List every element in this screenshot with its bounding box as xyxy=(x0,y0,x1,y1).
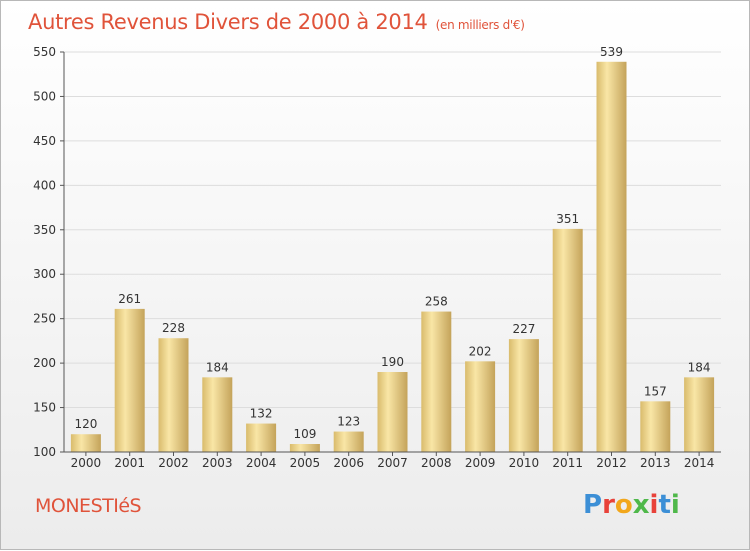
data-label-2002: 228 xyxy=(162,321,185,335)
bar-2007 xyxy=(377,372,408,452)
bar-2004 xyxy=(246,423,277,452)
y-tick-label: 150 xyxy=(33,401,56,415)
x-tick-label-2005: 2005 xyxy=(290,456,321,470)
x-tick-label-2011: 2011 xyxy=(552,456,583,470)
x-tick-label-2013: 2013 xyxy=(640,456,671,470)
bar-2002 xyxy=(158,338,189,452)
bar-2008 xyxy=(421,311,452,452)
bar-2009 xyxy=(465,361,496,452)
y-tick-label: 550 xyxy=(33,45,56,59)
x-tick-label-2003: 2003 xyxy=(202,456,233,470)
y-tick-label: 400 xyxy=(33,178,56,192)
y-tick-label: 250 xyxy=(33,312,56,326)
logo-letter: o xyxy=(614,490,633,520)
bar-2001 xyxy=(114,308,145,452)
logo-letter: x xyxy=(632,490,650,520)
x-tick-label-2001: 2001 xyxy=(114,456,145,470)
data-label-2003: 184 xyxy=(206,360,229,374)
commune-name: MONESTIéS xyxy=(35,495,142,517)
bar-2003 xyxy=(202,377,233,452)
data-label-2007: 190 xyxy=(381,355,404,369)
bar-2012 xyxy=(596,61,627,453)
data-label-2009: 202 xyxy=(469,344,492,358)
data-label-2011: 351 xyxy=(556,212,579,226)
y-tick-label: 100 xyxy=(33,445,56,459)
logo-letter: i xyxy=(670,490,680,520)
y-tick-label: 450 xyxy=(33,134,56,148)
bars-layer: 120 261 228 184 132 109 123 190 258 202 227 351 539 1… xyxy=(70,45,715,453)
x-tick-label-2008: 2008 xyxy=(421,456,452,470)
x-tick-label-2010: 2010 xyxy=(509,456,540,470)
bar-2014 xyxy=(684,377,715,452)
y-tick-label: 200 xyxy=(33,356,56,370)
x-tick-label-2012: 2012 xyxy=(596,456,627,470)
logo-letter: r xyxy=(602,490,615,520)
bar-2005 xyxy=(289,444,320,452)
data-label-2013: 157 xyxy=(644,384,667,398)
chart-title-main: Autres Revenus Divers de 2000 à 2014 xyxy=(28,10,428,34)
data-label-2010: 227 xyxy=(512,322,535,336)
chart-title: Autres Revenus Divers de 2000 à 2014 (en … xyxy=(28,10,525,34)
x-tick-label-2002: 2002 xyxy=(158,456,189,470)
y-tick-label: 500 xyxy=(33,89,56,103)
bar-2010 xyxy=(508,339,539,452)
data-label-2014: 184 xyxy=(688,360,711,374)
data-label-2004: 132 xyxy=(250,407,273,421)
x-tick-label-2007: 2007 xyxy=(377,456,408,470)
x-tick-label-2006: 2006 xyxy=(333,456,364,470)
proxiti-logo: Proxiti xyxy=(583,490,680,520)
x-tick-label-2004: 2004 xyxy=(246,456,277,470)
y-tick-label: 350 xyxy=(33,223,56,237)
x-tick-label-2009: 2009 xyxy=(465,456,496,470)
data-label-2000: 120 xyxy=(74,417,97,431)
x-tick-label-2000: 2000 xyxy=(71,456,102,470)
axis-layer: 100 150 200 250 300 350 400 450 500 550 2000 2001 20… xyxy=(33,45,721,470)
data-label-2006: 123 xyxy=(337,415,360,429)
logo-letter: P xyxy=(583,490,603,520)
y-tick-label: 300 xyxy=(33,267,56,281)
chart-title-unit: (en milliers d'€) xyxy=(435,18,525,32)
logo-letter: i xyxy=(649,490,659,520)
data-label-2012: 539 xyxy=(600,45,623,59)
bar-2006 xyxy=(333,431,364,452)
bar-2011 xyxy=(552,228,583,452)
data-label-2001: 261 xyxy=(118,292,141,306)
data-label-2005: 109 xyxy=(293,427,316,441)
bar-2000 xyxy=(70,434,101,452)
data-label-2008: 258 xyxy=(425,295,448,309)
logo-letter: t xyxy=(658,490,671,520)
bar-2013 xyxy=(640,401,671,452)
x-tick-label-2014: 2014 xyxy=(684,456,715,470)
